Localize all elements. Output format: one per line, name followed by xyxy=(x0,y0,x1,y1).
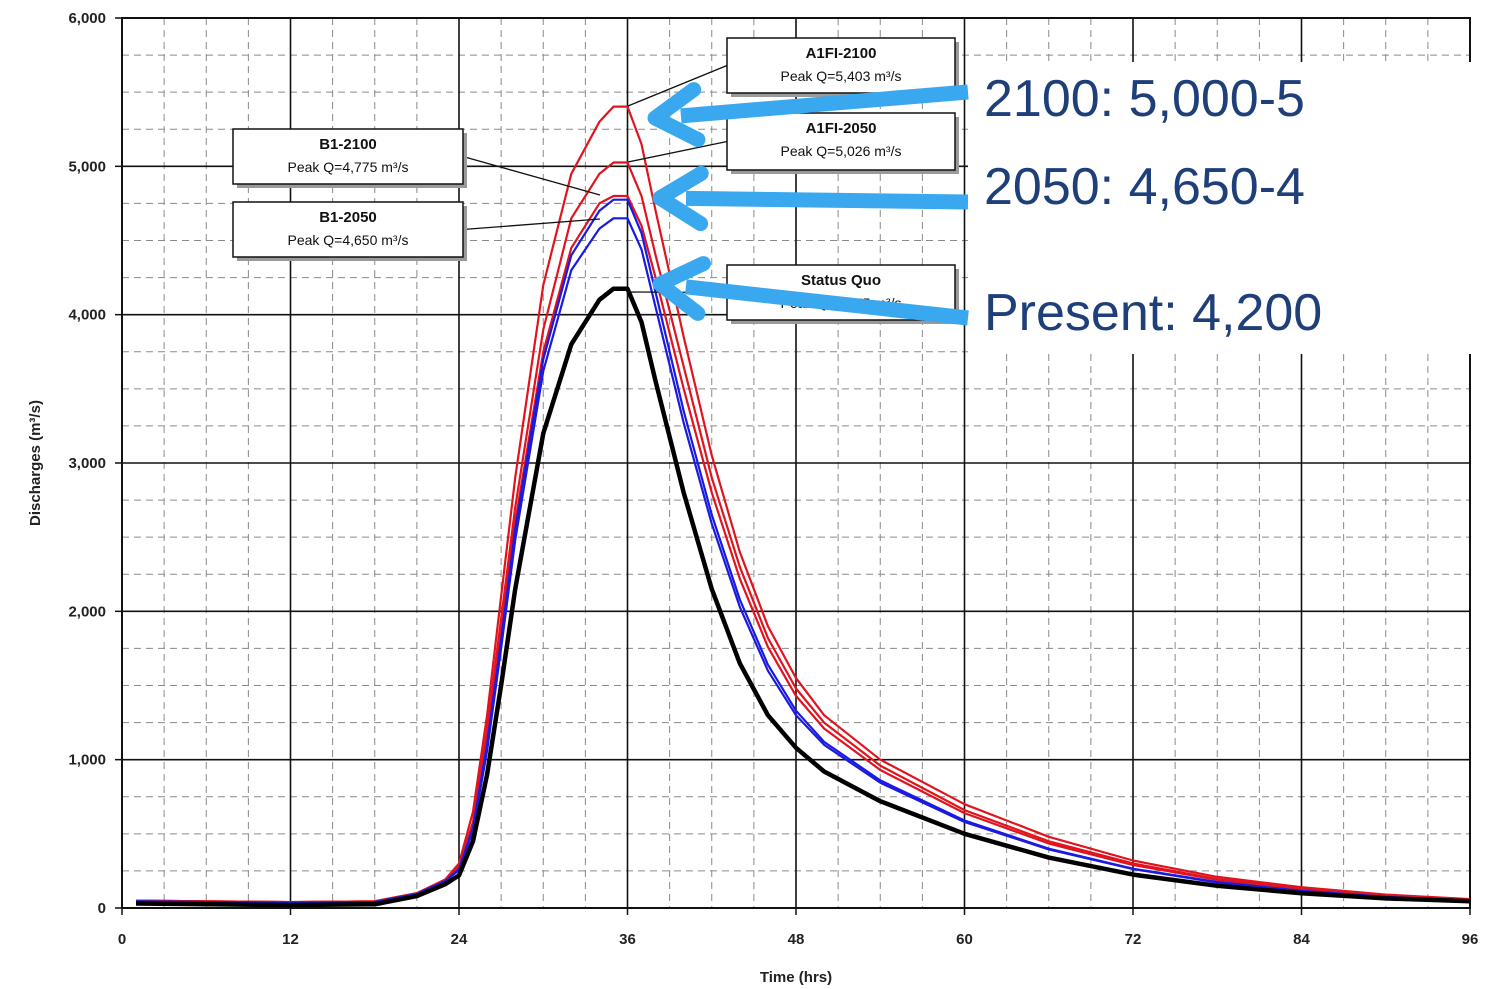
overlay-line-3: Present: 4,200 xyxy=(984,284,1322,342)
callout-title: A1FI-2100 xyxy=(806,45,877,62)
arrow-shaft xyxy=(685,190,969,210)
axis-layer: 0 12 24 36 48 60 72 84 96 0 1,000 2,000 3,000 4,000 5,… xyxy=(68,10,1478,948)
callout-2: A1FI-2050 Peak Q=5,026 m³/s xyxy=(627,112,959,174)
callout-title: B1-2050 xyxy=(319,209,377,226)
callout-leader xyxy=(462,218,601,231)
y-tick-label: 2,000 xyxy=(68,603,106,620)
overlay-panel xyxy=(968,62,1485,354)
callout-text: Peak Q=5,403 m³/s xyxy=(780,68,901,84)
x-tick-label: 36 xyxy=(619,931,636,948)
callout-box xyxy=(726,112,956,171)
callout-3: B1-2100 Peak Q=4,775 m³/s xyxy=(232,128,601,196)
callout-arrow-3 xyxy=(652,256,969,326)
y-axis-title: Discharges (m³/s) xyxy=(27,400,44,526)
arrow-shaft xyxy=(680,84,969,124)
series-line-6 xyxy=(135,286,1471,908)
callout-title: A1FI-2050 xyxy=(806,120,877,137)
callout-text: Peak Q=4,650 m³/s xyxy=(287,232,408,248)
overlay-line-1: 2100: 5,000-5 xyxy=(984,70,1305,128)
y-tick-label: 3,000 xyxy=(68,455,106,472)
callout-leader xyxy=(627,140,728,163)
x-tick-label: 24 xyxy=(451,931,468,948)
arrow-head xyxy=(647,82,706,148)
callout-title: Status Quo xyxy=(801,272,881,289)
y-tick-label: 1,000 xyxy=(68,752,106,769)
callout-box xyxy=(232,201,464,258)
x-tick-label: 84 xyxy=(1293,931,1310,948)
x-axis-title: Time (hrs) xyxy=(760,969,832,986)
x-tick-label: 48 xyxy=(788,931,805,948)
callout-arrow-2 xyxy=(652,165,969,232)
callout-box xyxy=(726,37,956,94)
y-tick-label: 0 xyxy=(98,900,106,917)
callout-box xyxy=(232,128,464,185)
y-tick-label: 6,000 xyxy=(68,10,106,27)
x-tick-label: 0 xyxy=(118,931,126,948)
callout-leader xyxy=(627,64,728,107)
arrow-head xyxy=(652,165,709,232)
callout-text: Peak Q=5,026 m³/s xyxy=(780,143,901,159)
y-tick-label: 4,000 xyxy=(68,307,106,324)
callout-1: A1FI-2100 Peak Q=5,403 m³/s xyxy=(627,37,959,107)
callout-text: Peak Q=4,775 m³/s xyxy=(287,159,408,175)
callout-leader xyxy=(462,155,601,196)
overlay-layer: 2100: 5,000-5 2050: 4,650-4 Present: 4,200 xyxy=(647,62,1485,354)
x-tick-label: 60 xyxy=(956,931,973,948)
x-tick-label: 96 xyxy=(1462,931,1479,948)
y-tick-label: 5,000 xyxy=(68,158,106,175)
callout-title: B1-2100 xyxy=(319,136,377,153)
x-tick-label: 12 xyxy=(282,931,299,948)
callout-4: B1-2050 Peak Q=4,650 m³/s xyxy=(232,201,601,261)
callout-arrow-1 xyxy=(647,82,969,148)
overlay-line-2: 2050: 4,650-4 xyxy=(984,158,1305,216)
arrow-head xyxy=(652,256,711,321)
arrow-shaft xyxy=(685,279,969,326)
series-layer xyxy=(135,105,1471,908)
series-line-5 xyxy=(135,217,1471,904)
text-layer: Time (hrs) Discharges (m³/s) xyxy=(27,400,832,986)
x-tick-label: 72 xyxy=(1125,931,1142,948)
series-line-3 xyxy=(135,194,1471,904)
